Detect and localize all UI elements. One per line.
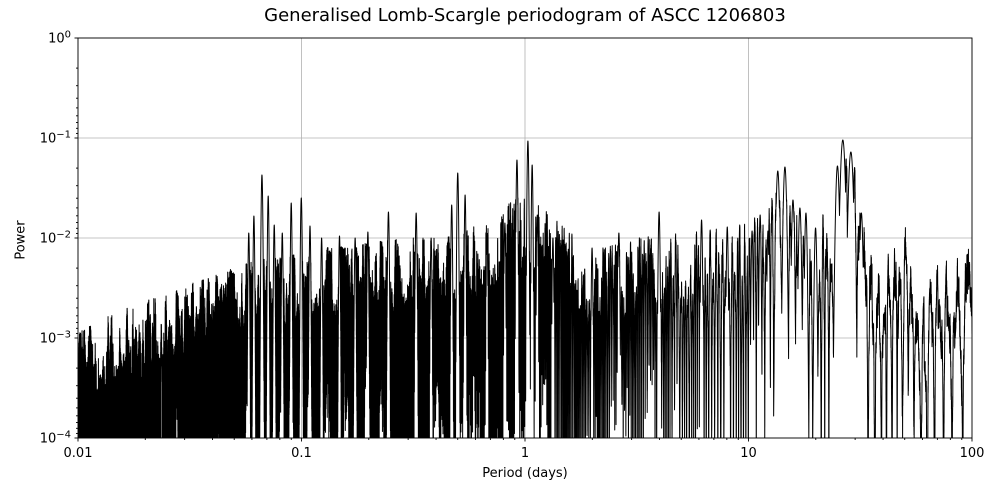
chart-title: Generalised Lomb-Scargle periodogram of … [264, 5, 786, 26]
x-axis-label: Period (days) [482, 466, 568, 481]
y-tick-label: 10−2 [40, 229, 71, 246]
y-tick-label: 10−1 [40, 129, 71, 146]
y-tick-label: 10−4 [40, 429, 71, 446]
x-tick-label: 0.1 [291, 446, 312, 461]
y-tick-base: 10 [39, 431, 57, 447]
y-tick-exponent: 0 [64, 29, 71, 41]
x-tick-label: 1 [520, 446, 530, 461]
y-tick-base: 10 [39, 331, 57, 347]
y-tick-exponent: −3 [56, 329, 71, 341]
y-tick-exponent: −1 [56, 129, 71, 141]
y-tick-label: 10−3 [40, 329, 71, 346]
y-tick-base: 10 [48, 31, 65, 47]
y-tick-base: 10 [39, 231, 57, 247]
y-tick-base: 10 [39, 131, 57, 147]
x-tick-label: 100 [959, 446, 985, 461]
y-axis-label: Power [13, 220, 29, 260]
y-tick-exponent: −2 [56, 229, 71, 241]
x-tick-label: 10 [740, 446, 757, 461]
x-tick-label: 0.01 [63, 446, 93, 461]
y-tick-exponent: −4 [56, 429, 71, 441]
y-tick-label: 100 [48, 29, 71, 46]
